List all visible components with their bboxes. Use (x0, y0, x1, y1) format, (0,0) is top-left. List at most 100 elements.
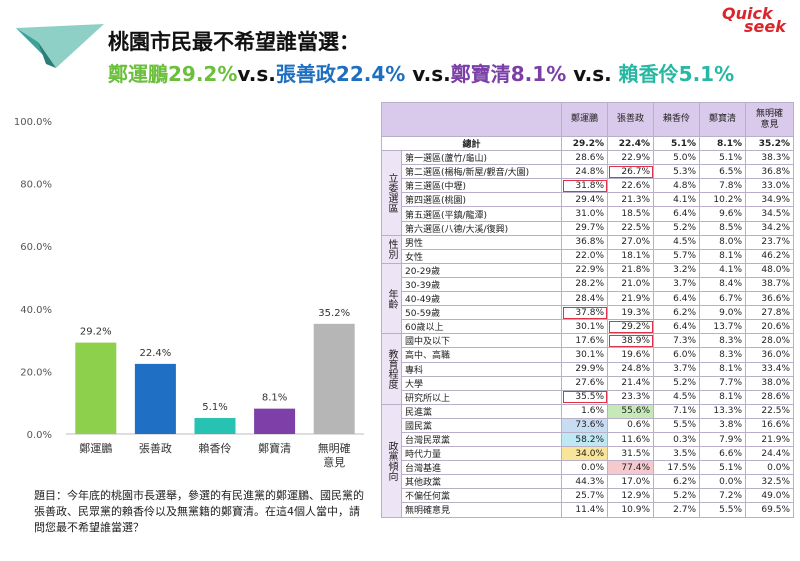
table-cell: 8.1% (699, 389, 746, 405)
table-cell: 38.9% (607, 333, 654, 349)
table-cell: 9.0% (699, 305, 746, 321)
table-cell: 7.7% (699, 375, 746, 391)
table-row: 第二選區(楊梅/新屋/觀音/大園) 24.8% 26.7% 5.3% 6.5% 36.8% (382, 164, 794, 180)
table-cell: 28.2% (561, 276, 608, 293)
table-cell: 0.0% (561, 460, 608, 476)
table-cell: 28.0% (745, 333, 794, 349)
table-cell: 4.8% (653, 178, 700, 194)
table-cell: 48.0% (745, 262, 794, 278)
bar (75, 342, 117, 434)
bar-value-label: 8.1% (262, 393, 287, 404)
bar-value-label: 5.1% (202, 402, 227, 413)
bar (313, 323, 355, 434)
table-cell: 32.5% (745, 474, 794, 490)
table-cell: 6.4% (653, 291, 700, 307)
table-cell: 22.5% (745, 403, 794, 419)
table-row: 台灣基進 0.0% 77.4% 17.5% 5.1% 0.0% (382, 460, 794, 476)
table-cell: 11.6% (607, 431, 654, 448)
table-cell: 5.7% (653, 248, 700, 264)
table-row: 大學 27.6% 21.4% 5.2% 7.7% 38.0% (382, 375, 794, 391)
row-label: 女性 (401, 248, 562, 264)
subtitle-part: 張善政22.4% (275, 62, 406, 86)
table-row: 國民黨 73.6% 0.6% 5.5% 3.8% 16.6% (382, 417, 794, 433)
row-label: 不偏任何黨 (401, 488, 562, 504)
row-label: 第三選區(中壢) (401, 178, 562, 194)
row-label: 台灣民眾黨 (401, 431, 562, 448)
brand-logo: Quick seek (722, 4, 786, 36)
category-label: 鄭寶清 (258, 441, 291, 455)
group-label: 教育程度 (381, 333, 402, 405)
table-cell: 10.2% (699, 192, 746, 208)
page-subtitle: 鄭運鵬29.2%v.s.張善政22.4% v.s.鄭寶清8.1% v.s. 賴香… (108, 58, 734, 87)
total-row: 總計 29.2% 22.4% 5.1% 8.1% 35.2% (381, 135, 794, 152)
table-cell: 38.3% (745, 150, 794, 166)
table-cell: 4.1% (699, 262, 746, 278)
table-cell: 58.2% (561, 431, 608, 448)
survey-question: 題目：今年底的桃園市長選舉，參選的有民進黨的鄭運鵬、國民黨的張善政、民眾黨的賴香… (34, 489, 364, 534)
table-cell: 0.3% (653, 431, 700, 448)
row-label: 時代力量 (401, 446, 562, 462)
column-header: 鄭運鵬 (561, 102, 608, 137)
table-cell: 38.7% (745, 276, 794, 293)
subtitle-part: v.s. (566, 62, 619, 86)
table-cell: 5.0% (653, 150, 700, 166)
table-cell: 44.3% (561, 474, 608, 490)
table-row: 30-39歲 28.2% 21.0% 3.7% 8.4% 38.7% (382, 276, 794, 293)
table-cell: 6.4% (653, 206, 700, 222)
table-row: 第三選區(中壢) 31.8% 22.6% 4.8% 7.8% 33.0% (382, 178, 794, 194)
row-label: 第二選區(楊梅/新屋/觀音/大園) (401, 164, 562, 180)
table-row: 不偏任何黨 25.7% 12.9% 5.2% 7.2% 49.0% (382, 488, 794, 504)
table-cell: 24.8% (561, 164, 608, 180)
table-cell: 37.8% (561, 305, 608, 321)
table-cell: 2.7% (653, 502, 700, 518)
table-cell: 4.5% (653, 389, 700, 405)
column-header: 鄭寶清 (699, 102, 746, 137)
row-label: 60歲以上 (401, 319, 562, 335)
row-label: 40-49歲 (401, 291, 562, 307)
table-cell: 33.0% (745, 178, 794, 194)
table-cell: 4.1% (653, 192, 700, 208)
table-row: 時代力量 34.0% 31.5% 3.5% 6.6% 24.4% (382, 446, 794, 462)
group-label: 性別 (381, 234, 402, 264)
y-tick-label: 60.0% (20, 242, 52, 253)
table-cell: 13.7% (699, 319, 746, 335)
table-cell: 21.9% (745, 431, 794, 448)
row-label: 高中、高職 (401, 347, 562, 363)
table-cell: 3.5% (653, 446, 700, 462)
table-cell: 35.5% (561, 389, 608, 405)
table-cell: 0.0% (699, 474, 746, 490)
table-row: 第五選區(平鎮/龍潭) 31.0% 18.5% 6.4% 9.6% 34.5% (382, 206, 794, 222)
table-cell: 0.0% (745, 460, 794, 476)
table-cell: 17.0% (607, 474, 654, 490)
table-row: 50-59歲 37.8% 19.3% 6.2% 9.0% 27.8% (382, 305, 794, 321)
table-cell: 8.1% (699, 135, 746, 152)
table-cell: 17.5% (653, 460, 700, 476)
table-cell: 19.6% (607, 347, 654, 363)
table-cell: 36.8% (745, 164, 794, 180)
table-cell: 7.2% (699, 488, 746, 504)
table-cell: 34.5% (745, 206, 794, 222)
table-cell: 38.0% (745, 375, 794, 391)
table-row: 其他政黨 44.3% 17.0% 6.2% 0.0% 32.5% (382, 474, 794, 490)
group-label: 年齡 (381, 262, 402, 335)
table-cell: 6.6% (699, 446, 746, 462)
table-cell: 16.6% (745, 417, 794, 433)
page-title: 桃園市民最不希望誰當選： (108, 30, 360, 54)
table-cell: 22.5% (607, 220, 654, 236)
row-label: 國民黨 (401, 417, 562, 433)
row-label: 第五選區(平鎮/龍潭) (401, 206, 562, 222)
bar (134, 363, 176, 434)
table-cell: 18.1% (607, 248, 654, 264)
bar-value-label: 22.4% (140, 348, 172, 359)
table-row: 性別 男性 36.8% 27.0% 4.5% 8.0% 23.7% (381, 234, 794, 264)
table-row: 研究所以上 35.5% 23.3% 4.5% 8.1% 28.6% (382, 389, 794, 405)
row-label: 無明確意見 (401, 502, 562, 518)
row-label: 第六選區(八德/大溪/復興) (401, 220, 562, 236)
table-cell: 27.8% (745, 305, 794, 321)
category-label: 鄭運鵬 (79, 441, 112, 455)
table-cell: 28.6% (561, 150, 608, 166)
row-label: 第四選區(桃園) (401, 192, 562, 208)
table-cell: 3.7% (653, 361, 700, 377)
table-cell: 5.1% (653, 135, 700, 152)
row-label: 台灣基進 (401, 460, 562, 476)
